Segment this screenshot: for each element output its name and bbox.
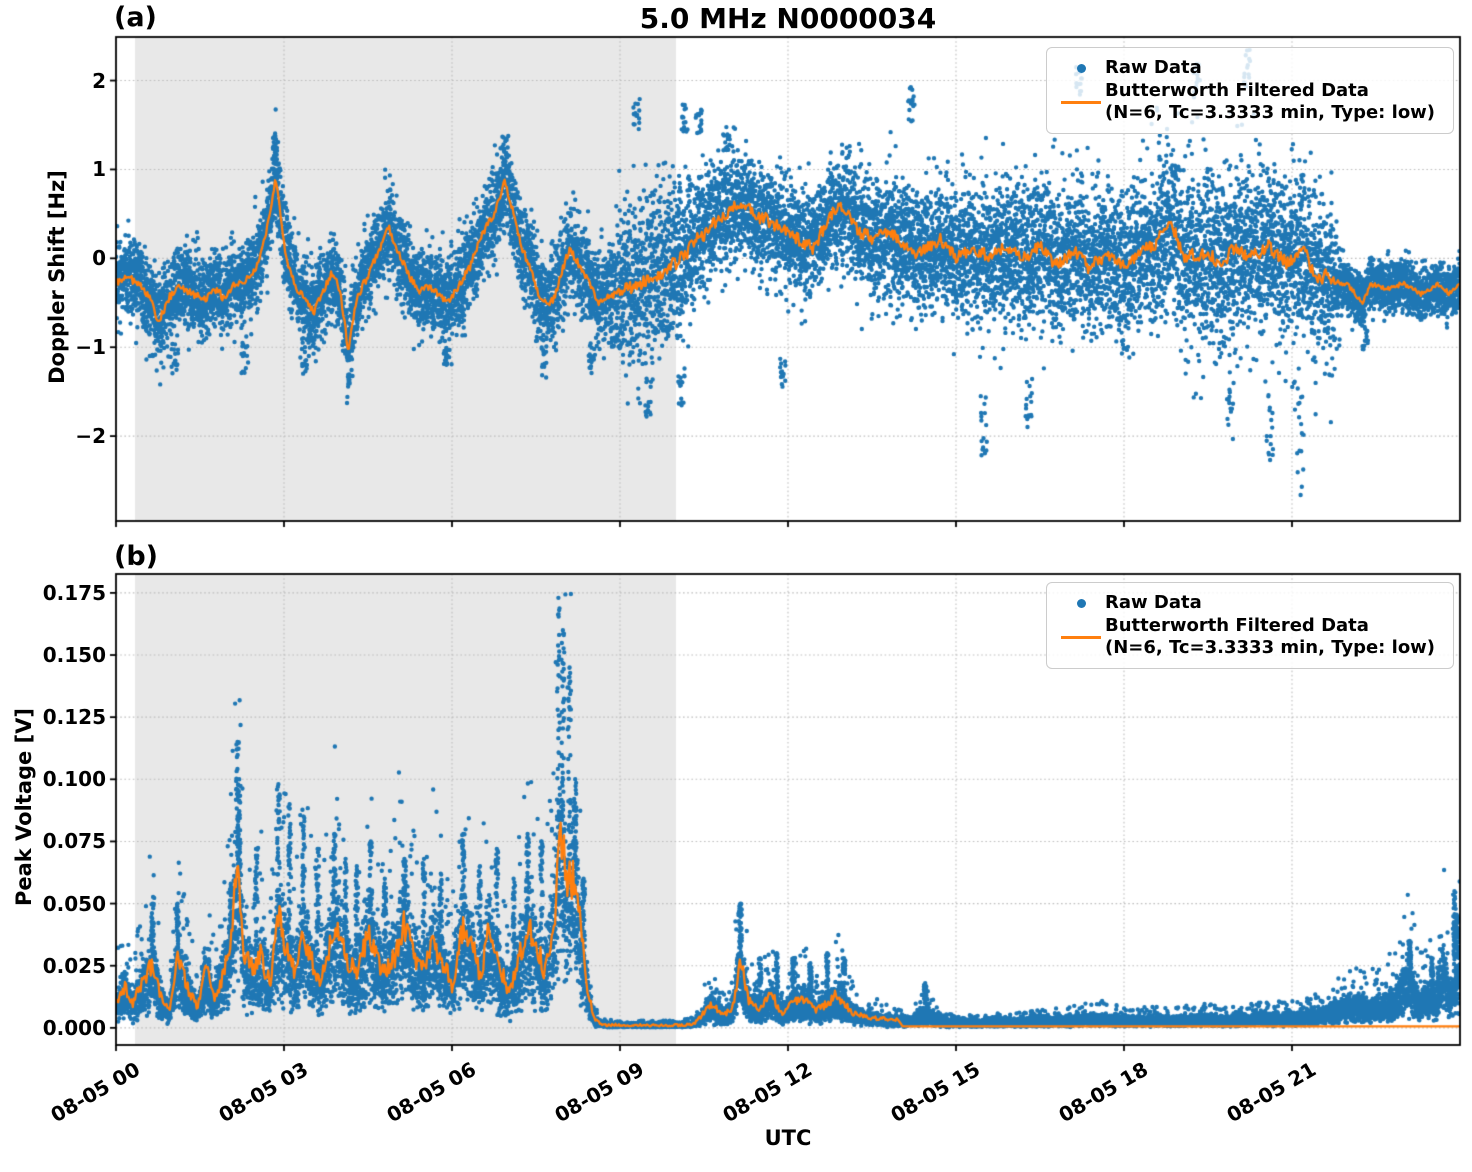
y-tick-label: 0.125 bbox=[42, 705, 106, 730]
legend-filtered-label: Butterworth Filtered Data (N=6, Tc=3.333… bbox=[1105, 80, 1435, 124]
legend-raw-label: Raw Data bbox=[1105, 57, 1202, 78]
y-tick-label: 2 bbox=[92, 68, 106, 93]
raw-data-dot-icon bbox=[1057, 598, 1105, 608]
legend-item-filtered-data: Butterworth Filtered Data (N=6, Tc=3.333… bbox=[1057, 615, 1443, 659]
legend-item-filtered-data: Butterworth Filtered Data (N=6, Tc=3.333… bbox=[1057, 80, 1443, 124]
legend-raw-label: Raw Data bbox=[1105, 592, 1202, 613]
y-tick-label: 0.175 bbox=[42, 580, 106, 605]
legend-panel-a: Raw Data Butterworth Filtered Data (N=6,… bbox=[1046, 47, 1454, 134]
legend-filtered-line2: (N=6, Tc=3.3333 min, Type: low) bbox=[1105, 637, 1436, 658]
legend-panel-b: Raw Data Butterworth Filtered Data (N=6,… bbox=[1046, 582, 1454, 669]
y-tick-label: −1 bbox=[75, 335, 106, 360]
legend-item-raw-data: Raw Data bbox=[1057, 592, 1443, 614]
panel-b-tag: (b) bbox=[114, 541, 159, 572]
y-tick-label: 0.050 bbox=[42, 891, 106, 916]
legend-filtered-line1: Butterworth Filtered Data bbox=[1105, 615, 1369, 636]
filtered-line-icon bbox=[1057, 635, 1105, 639]
panel-a-tag: (a) bbox=[114, 2, 157, 33]
y-tick-label: 0 bbox=[92, 246, 106, 271]
raw-data-dot-icon bbox=[1057, 63, 1105, 73]
y-axis-label-doppler: Doppler Shift [Hz] bbox=[45, 170, 69, 384]
y-tick-label: −2 bbox=[75, 424, 106, 449]
y-tick-label: 1 bbox=[92, 157, 106, 182]
y-tick-label: 0.000 bbox=[42, 1015, 106, 1040]
y-tick-label: 0.150 bbox=[42, 643, 106, 668]
chart-title: 5.0 MHz N0000034 bbox=[639, 2, 937, 35]
legend-filtered-label: Butterworth Filtered Data (N=6, Tc=3.333… bbox=[1105, 615, 1435, 659]
y-tick-label: 0.100 bbox=[42, 767, 106, 792]
y-tick-label: 0.025 bbox=[42, 953, 106, 978]
x-axis-label-utc: UTC bbox=[764, 1126, 812, 1150]
legend-filtered-line1: Butterworth Filtered Data bbox=[1105, 80, 1369, 101]
legend-filtered-line2: (N=6, Tc=3.3333 min, Type: low) bbox=[1105, 102, 1436, 123]
filtered-line-icon bbox=[1057, 100, 1105, 104]
legend-item-raw-data: Raw Data bbox=[1057, 57, 1443, 79]
y-tick-label: 0.075 bbox=[42, 829, 106, 854]
